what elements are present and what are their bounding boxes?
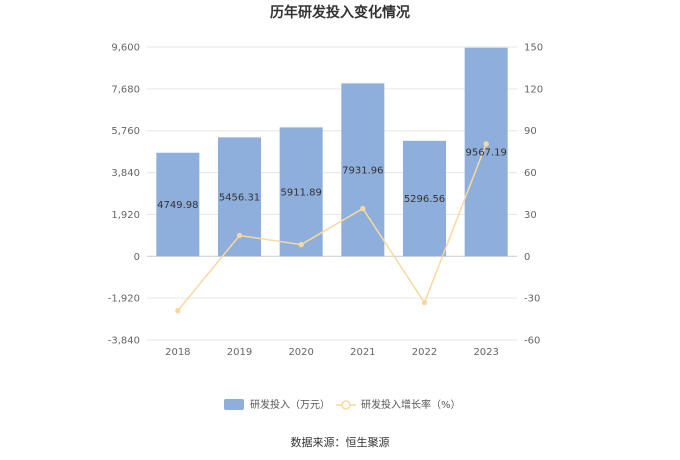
bar: [279, 127, 323, 257]
left-tick-label: 5,760: [111, 126, 140, 137]
bar-series: [156, 47, 508, 257]
bar-data-label: 9567.19: [465, 148, 506, 159]
legend: 研发投入（万元） 研发投入增长率（%）: [224, 398, 461, 411]
right-tick-label: -60: [524, 336, 540, 347]
line-point: [483, 141, 489, 147]
right-tick-label: 60: [524, 168, 537, 179]
bar-data-label: 5911.89: [280, 187, 321, 198]
gridlines: [147, 46, 517, 341]
left-tick-label: 0: [134, 252, 140, 263]
line-series: [175, 141, 489, 314]
bar-data-labels: 4749.98 5456.31 5911.89 7931.96 5296.56 9567.…: [157, 148, 507, 212]
bar-data-label: 5296.56: [404, 194, 445, 205]
left-tick-label: 3,840: [111, 168, 140, 179]
bar-data-label: 5456.31: [219, 192, 260, 203]
line-point: [298, 241, 304, 248]
left-tick-label: -3,840: [108, 336, 140, 347]
legend-swatch-bar: [224, 399, 244, 410]
x-tick-label: 2021: [350, 347, 375, 358]
bar-data-label: 7931.96: [342, 165, 383, 176]
line-point: [421, 299, 428, 306]
x-tick-label: 2023: [473, 347, 498, 358]
right-tick-label: 30: [524, 210, 537, 221]
legend-label-line: 研发投入增长率（%）: [361, 398, 461, 411]
x-axis-ticks: 2018 2019 2020 2021 2022 2023: [165, 347, 499, 358]
left-tick-label: 1,920: [111, 210, 140, 221]
legend-swatch-line-marker: [341, 400, 351, 410]
left-tick-label: -1,920: [108, 294, 140, 305]
growth-line: [177, 143, 487, 312]
x-tick-label: 2019: [227, 347, 252, 358]
left-tick-label: 9,600: [111, 43, 140, 54]
x-tick-label: 2020: [288, 347, 313, 358]
source-text: 数据来源：恒生聚源: [291, 435, 390, 449]
bar: [464, 47, 508, 257]
right-axis-ticks: 150 120 90 60 30 0 -30 -60: [524, 43, 543, 347]
right-tick-label: -30: [524, 294, 540, 305]
x-tick-label: 2022: [412, 347, 437, 358]
left-axis-ticks: 9,600 7,680 5,760 3,840 1,920 0 -1,920 -3,840: [108, 43, 140, 347]
legend-item-bar[interactable]: 研发投入（万元）: [224, 398, 330, 411]
legend-item-line[interactable]: 研发投入增长率（%）: [336, 398, 461, 411]
left-tick-label: 7,680: [111, 84, 140, 95]
bar: [403, 140, 446, 257]
bar: [156, 152, 200, 257]
line-point: [175, 308, 181, 314]
legend-label-bar: 研发投入（万元）: [250, 398, 330, 411]
line-point: [360, 205, 366, 212]
right-tick-label: 150: [524, 43, 543, 54]
right-tick-label: 0: [524, 252, 530, 263]
right-tick-label: 90: [524, 126, 537, 137]
line-point: [236, 232, 243, 239]
bar-data-label: 4749.98: [157, 200, 198, 211]
right-tick-label: 120: [524, 84, 543, 95]
x-tick-label: 2018: [165, 347, 190, 358]
chart-title: 历年研发投入变化情况: [270, 4, 410, 21]
bar: [341, 83, 385, 257]
